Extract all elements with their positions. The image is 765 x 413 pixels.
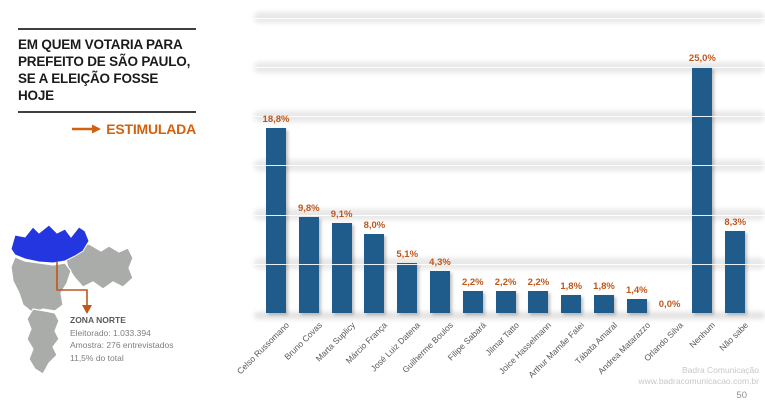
bar	[594, 295, 614, 313]
title-line-3: SE A ELEIÇÃO FOSSE HOJE	[18, 71, 159, 103]
bar	[495, 291, 516, 313]
bar-value-label: 1,8%	[593, 281, 615, 293]
map-zone-south	[26, 308, 60, 375]
page-number: 50	[736, 390, 747, 401]
subtitle-label: ESTIMULADA	[106, 121, 196, 137]
region-share: 11,5% do total	[70, 352, 124, 363]
region-electorate: Eleitorado: 1.033.394	[70, 327, 151, 338]
bar	[561, 295, 582, 313]
bar-value-label: 25,0%	[688, 53, 716, 64]
gridline	[254, 116, 765, 118]
bar	[397, 262, 418, 313]
page-title: EM QUEM VOTARIA PARA PREFEITO DE SÃO PAU…	[18, 30, 196, 111]
header: EM QUEM VOTARIA PARA PREFEITO DE SÃO PAU…	[18, 28, 196, 137]
bar-value-label: 5,1%	[396, 248, 419, 260]
bar	[364, 234, 385, 313]
bar	[626, 299, 647, 313]
bar	[430, 270, 450, 313]
region-info: ZONA NORTE Eleitorado: 1.033.394 Amostra…	[70, 314, 173, 364]
title-line-2: PREFEITO DE SÃO PAULO,	[18, 54, 191, 69]
right-arrow-icon	[72, 124, 102, 134]
bar-value-label: 8,0%	[363, 220, 386, 232]
map-callout-arrow	[56, 262, 92, 314]
map-zone-east	[64, 243, 134, 290]
bar-value-label: 8,3%	[724, 217, 747, 229]
bar-value-label: 2,2%	[527, 277, 550, 289]
bar-value-label: 9,8%	[297, 202, 320, 214]
gridline	[254, 165, 765, 167]
title-line-1: EM QUEM VOTARIA PARA	[18, 37, 183, 52]
region-name: ZONA NORTE	[70, 315, 126, 325]
bar	[725, 231, 746, 313]
footer-website: www.badracomunicacao.com.br	[638, 376, 759, 386]
subtitle-row: ESTIMULADA	[18, 121, 196, 137]
bar	[266, 128, 286, 313]
title-rule-top	[18, 28, 196, 30]
gridline	[254, 67, 765, 68]
sao-paulo-zones-map	[10, 224, 134, 375]
bar	[331, 223, 352, 313]
map-zone-center	[10, 256, 72, 314]
map-zone-north-highlight	[10, 224, 90, 264]
bar-value-label: 1,4%	[625, 285, 648, 297]
bar-value-label: 1,8%	[560, 281, 583, 293]
bar-value-label: 0,0%	[658, 299, 681, 310]
bar-value-label: 2,2%	[461, 277, 484, 289]
footer-company: Badra Comunicação	[681, 365, 759, 375]
gridline	[254, 17, 765, 19]
region-sample: Amostra: 276 entrevistados	[70, 340, 174, 350]
gridline	[254, 263, 765, 265]
bar	[528, 291, 549, 313]
bar	[692, 67, 713, 313]
bar-value-label: 4,3%	[429, 256, 451, 268]
baseline-shadow	[254, 312, 765, 319]
bar-value-label: 9,1%	[330, 209, 353, 221]
title-rule-bottom	[18, 111, 196, 113]
bar	[462, 291, 483, 313]
bar-value-label: 18,8%	[262, 114, 290, 125]
bar-value-label: 2,2%	[494, 277, 517, 289]
gridline	[254, 214, 765, 216]
